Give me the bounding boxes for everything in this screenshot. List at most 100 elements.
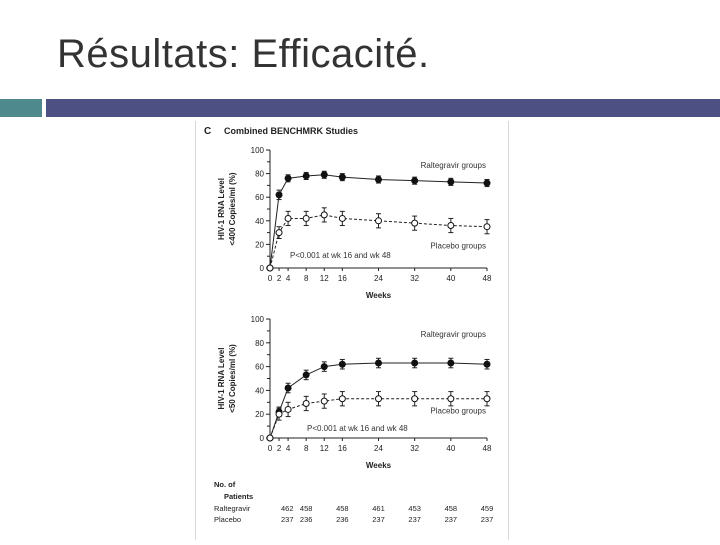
patients-header-line2: Patients [224, 492, 253, 501]
x-tick-label: 48 [483, 444, 492, 453]
y-tick-label: 40 [255, 386, 264, 395]
patients-count: 237 [445, 515, 458, 524]
data-point [275, 191, 283, 199]
data-point [375, 176, 382, 183]
p-value-annotation: P<0.001 at wk 16 and wk 48 [307, 424, 408, 433]
data-point [320, 171, 328, 179]
patients-count: 458 [336, 504, 349, 513]
p-value-annotation: P<0.001 at wk 16 and wk 48 [290, 251, 391, 260]
accent-bar-teal [0, 99, 42, 117]
data-point [320, 397, 328, 405]
data-point [338, 214, 346, 222]
series-label-placebo: Placebo groups [430, 242, 486, 251]
data-point [483, 395, 491, 403]
x-tick-label: 48 [483, 274, 492, 283]
patients-count: 458 [300, 504, 313, 513]
patients-row-label: Placebo [214, 515, 241, 524]
patients-count: 461 [372, 504, 385, 513]
patients-count: 458 [445, 504, 458, 513]
x-tick-label: 40 [446, 444, 455, 453]
x-tick-label: 12 [320, 444, 329, 453]
y-axis-title-line1: HIV-1 RNA Level [217, 178, 226, 240]
series-label-placebo: Placebo groups [430, 407, 486, 416]
y-tick-label: 0 [260, 434, 265, 443]
y-tick-label: 60 [255, 363, 264, 372]
series-line [269, 398, 487, 439]
x-tick-label: 4 [286, 274, 291, 283]
patients-count: 237 [408, 515, 421, 524]
x-axis-title: Weeks [366, 461, 392, 470]
y-axis-title-line2: <50 Copies/ml (%) [228, 344, 237, 413]
data-point [302, 214, 310, 222]
series-label-raltegravir: Raltegravir groups [421, 330, 486, 339]
patients-count: 459 [481, 504, 494, 513]
y-tick-label: 40 [255, 217, 264, 226]
patients-count: 236 [300, 515, 313, 524]
y-tick-label: 20 [255, 410, 264, 419]
series-placebo [266, 207, 491, 272]
x-tick-label: 8 [304, 274, 309, 283]
data-point [375, 359, 382, 367]
x-tick-label: 24 [374, 274, 383, 283]
patients-count: 236 [336, 515, 349, 524]
data-point [266, 434, 274, 442]
patients-count: 453 [408, 504, 421, 513]
x-tick-label: 12 [320, 274, 329, 283]
data-point [275, 229, 283, 237]
patients-count: 237 [281, 515, 294, 524]
data-point [338, 395, 346, 403]
data-point [411, 177, 419, 185]
data-point [338, 173, 346, 181]
patients-row-raltegravir: Raltegravir 462 458 458 461 453 458 459 [214, 504, 493, 513]
patients-count: 237 [481, 515, 494, 524]
figure-svg: C Combined BENCHMRK Studies 020406080100… [204, 126, 493, 524]
x-tick-label: 2 [277, 274, 282, 283]
data-point [284, 214, 292, 222]
x-tick-label: 32 [410, 444, 419, 453]
y-tick-label: 20 [255, 240, 264, 249]
panel-title: Combined BENCHMRK Studies [224, 126, 358, 136]
x-tick-label: 16 [338, 274, 347, 283]
data-point [284, 384, 292, 392]
x-axis-title: Weeks [366, 291, 392, 300]
y-tick-label: 0 [260, 264, 265, 273]
series-line [269, 174, 488, 269]
data-point [266, 264, 274, 272]
series-placebo [266, 391, 491, 442]
y-tick-label: 100 [251, 315, 265, 324]
y-tick-label: 80 [255, 339, 264, 348]
data-point [411, 219, 419, 227]
data-point [447, 178, 455, 186]
data-point [320, 211, 328, 219]
y-tick-label: 60 [255, 193, 264, 202]
data-point [302, 399, 310, 407]
y-axis-title-line2: <400 Copies/ml (%) [228, 172, 237, 245]
x-tick-label: 16 [338, 444, 347, 453]
y-axis-title-line1: HIV-1 RNA Level [217, 348, 226, 410]
x-tick-label: 0 [268, 444, 273, 453]
data-point [447, 395, 455, 403]
x-tick-label: 40 [446, 274, 455, 283]
data-point [375, 395, 382, 403]
data-point [284, 405, 292, 413]
figure-panel: C Combined BENCHMRK Studies 0 20 40 60 80 100… [195, 121, 509, 540]
slide-title: Résultats: Efficacité. [57, 32, 430, 76]
x-tick-label: 8 [304, 444, 309, 453]
x-tick-label: 24 [374, 444, 383, 453]
data-point [338, 360, 346, 368]
data-point [447, 222, 455, 230]
series-line [269, 362, 488, 439]
x-tick-label: 32 [410, 274, 419, 283]
series-label-raltegravir: Raltegravir groups [421, 161, 486, 170]
data-point [275, 410, 283, 418]
data-point [302, 371, 310, 379]
data-point [411, 395, 419, 403]
data-point [411, 359, 419, 367]
accent-bar-navy [46, 99, 720, 117]
data-point [483, 223, 491, 231]
data-point [375, 217, 382, 225]
patients-row-placebo: Placebo 237 236 236 237 237 237 237 [214, 515, 493, 524]
patients-count: 237 [372, 515, 385, 524]
